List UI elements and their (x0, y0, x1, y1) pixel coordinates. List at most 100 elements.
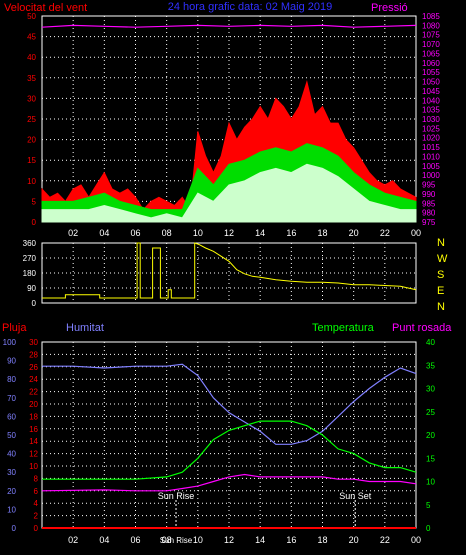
pressure-y-tick-label: 1055 (422, 68, 440, 77)
humidity-line (42, 363, 417, 445)
rain-y-tick-label: 0 (34, 524, 39, 533)
pressure-y-tick-label: 980 (422, 209, 436, 218)
temperature-y-tick-label: 15 (426, 454, 435, 463)
dew-point-axis-title: Punt rosada (392, 322, 452, 334)
humidity-y-tick-label: 80 (7, 375, 16, 384)
humidity-y-tick-label: 100 (3, 338, 17, 347)
compass-label: W (437, 253, 448, 265)
x-tick-label: 20 (349, 535, 359, 545)
pressure-y-tick-label: 990 (422, 190, 436, 199)
wind-y-tick-label: 45 (27, 33, 36, 42)
x-tick-label: 16 (286, 535, 296, 545)
dew-point-line (41, 473, 417, 492)
rain-axis-title: Pluja (2, 322, 27, 334)
pressure-y-tick-label: 1045 (422, 87, 440, 96)
pressure-y-tick-label: 1030 (422, 115, 440, 124)
temperature-y-tick-label: 20 (426, 431, 435, 440)
wind-y-tick-label: 0 (32, 218, 37, 227)
wind-y-tick-label: 5 (32, 197, 37, 206)
x-tick-label: 08 (162, 228, 172, 238)
wind-y-tick-label: 10 (27, 177, 36, 186)
direction-y-tick-label: 360 (23, 239, 37, 248)
pressure-line (41, 24, 417, 28)
humidity-y-tick-label: 40 (7, 450, 16, 459)
wind-min-area (41, 163, 417, 223)
rain-y-tick-label: 16 (29, 425, 38, 434)
rain-y-tick-label: 28 (29, 350, 38, 359)
humidity-y-tick-label: 10 (7, 505, 16, 514)
x-tick-label: 14 (255, 535, 265, 545)
x-tick-label: 06 (130, 535, 140, 545)
compass-label: E (437, 285, 444, 297)
rain-y-tick-label: 4 (34, 499, 39, 508)
temperature-y-tick-label: 25 (426, 408, 435, 417)
pressure-y-tick-label: 1005 (422, 162, 440, 171)
wind-y-tick-label: 30 (27, 94, 36, 103)
humidity-y-tick-label: 50 (7, 431, 16, 440)
x-tick-label: 12 (224, 228, 234, 238)
humidity-y-tick-label: 70 (7, 394, 16, 403)
rain-y-tick-label: 26 (29, 363, 38, 372)
rain-y-tick-label: 6 (34, 487, 39, 496)
temperature-line (42, 420, 417, 480)
humidity-y-tick-label: 0 (12, 524, 17, 533)
x-tick-label: 06 (130, 228, 140, 238)
humidity-y-tick-label: 60 (7, 412, 16, 421)
wind-y-tick-label: 50 (27, 12, 36, 21)
temperature-y-tick-label: 30 (426, 385, 435, 394)
wind-y-tick-label: 25 (27, 115, 36, 124)
x-tick-label: 02 (68, 228, 78, 238)
pressure-y-tick-label: 1010 (422, 152, 440, 161)
wind-y-tick-label: 40 (27, 53, 36, 62)
x-tick-label: 12 (224, 535, 234, 545)
x-tick-label: 04 (99, 228, 109, 238)
rain-y-tick-label: 24 (29, 375, 38, 384)
temperature-y-tick-label: 10 (426, 478, 435, 487)
temperature-y-tick-label: 0 (426, 524, 431, 533)
pressure-y-tick-label: 985 (422, 199, 436, 208)
x-tick-label: 10 (193, 228, 203, 238)
wind-speed-axis-title: Velocitat del vent (4, 2, 87, 14)
sun-event-label: Sun Rise (158, 491, 195, 501)
x-tick-label: 16 (286, 228, 296, 238)
direction-y-tick-label: 180 (23, 269, 37, 278)
x-tick-label: 10 (193, 535, 203, 545)
x-tick-label: 02 (68, 535, 78, 545)
rain-y-tick-label: 18 (29, 412, 38, 421)
pressure-y-tick-label: 1080 (422, 21, 440, 30)
sun-rise-axis-label: Sun Rise (160, 536, 193, 545)
wind-direction-line (42, 242, 417, 299)
rain-y-tick-label: 14 (29, 437, 38, 446)
pressure-y-tick-label: 1025 (422, 124, 440, 133)
compass-label: N (437, 237, 445, 249)
x-tick-label: 00 (411, 228, 421, 238)
x-tick-label: 22 (380, 228, 390, 238)
pressure-y-tick-label: 1070 (422, 40, 440, 49)
rain-y-tick-label: 12 (29, 450, 38, 459)
x-tick-label: 18 (317, 535, 327, 545)
sun-event-label: Sun Set (339, 491, 372, 501)
pressure-axis-title: Pressió (371, 2, 408, 14)
temperature-axis-title: Temperatura (312, 322, 375, 334)
pressure-y-tick-label: 1015 (422, 143, 440, 152)
temperature-y-tick-label: 40 (426, 338, 435, 347)
direction-y-tick-label: 0 (32, 299, 37, 308)
humidity-y-tick-label: 90 (7, 357, 16, 366)
wind-y-tick-label: 35 (27, 74, 36, 83)
compass-label: S (437, 269, 444, 281)
temperature-y-tick-label: 35 (426, 361, 435, 370)
rain-y-tick-label: 2 (34, 512, 39, 521)
wind-y-tick-label: 15 (27, 156, 36, 165)
pressure-y-tick-label: 1060 (422, 59, 440, 68)
x-tick-label: 00 (411, 535, 421, 545)
pressure-y-tick-label: 995 (422, 181, 436, 190)
temperature-y-tick-label: 5 (426, 501, 431, 510)
pressure-y-tick-label: 1085 (422, 12, 440, 21)
rain-y-tick-label: 30 (29, 338, 38, 347)
wind-y-tick-label: 20 (27, 136, 36, 145)
humidity-axis-title: Humitat (66, 322, 104, 334)
x-tick-label: 22 (380, 535, 390, 545)
rain-y-tick-label: 20 (29, 400, 38, 409)
x-tick-label: 18 (317, 228, 327, 238)
